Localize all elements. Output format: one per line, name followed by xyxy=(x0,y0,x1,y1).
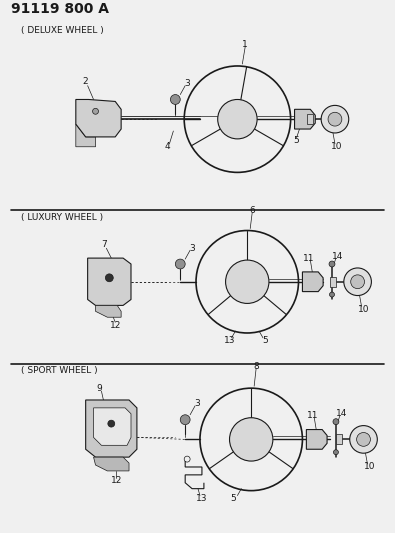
Text: 14: 14 xyxy=(332,252,344,261)
Text: 1: 1 xyxy=(243,40,248,49)
Polygon shape xyxy=(330,277,336,287)
Circle shape xyxy=(170,94,180,104)
Circle shape xyxy=(175,259,185,269)
Text: 13: 13 xyxy=(224,336,235,345)
Text: 3: 3 xyxy=(194,399,200,408)
Circle shape xyxy=(329,292,335,297)
Text: 14: 14 xyxy=(336,409,348,418)
Text: 11: 11 xyxy=(307,411,318,420)
Circle shape xyxy=(328,112,342,126)
Text: 12: 12 xyxy=(109,321,121,329)
Polygon shape xyxy=(307,430,327,449)
Text: 7: 7 xyxy=(102,240,107,249)
Circle shape xyxy=(351,275,365,289)
Text: 5: 5 xyxy=(231,494,236,503)
Polygon shape xyxy=(307,114,313,124)
Text: 91119 800 A: 91119 800 A xyxy=(11,2,109,15)
Polygon shape xyxy=(96,305,121,317)
Circle shape xyxy=(226,260,269,303)
Text: 4: 4 xyxy=(165,142,170,151)
Circle shape xyxy=(333,450,339,455)
Circle shape xyxy=(333,419,339,425)
Text: 11: 11 xyxy=(303,254,314,263)
Polygon shape xyxy=(295,109,315,129)
Text: 9: 9 xyxy=(97,384,102,393)
Circle shape xyxy=(329,261,335,267)
Polygon shape xyxy=(76,124,96,147)
Circle shape xyxy=(180,415,190,425)
Polygon shape xyxy=(76,100,121,137)
Text: 10: 10 xyxy=(331,142,343,151)
Polygon shape xyxy=(303,272,323,292)
Text: 6: 6 xyxy=(249,206,255,215)
Circle shape xyxy=(357,432,371,446)
Polygon shape xyxy=(94,457,129,471)
Circle shape xyxy=(92,108,98,114)
Circle shape xyxy=(218,100,257,139)
Circle shape xyxy=(108,420,115,427)
Text: 3: 3 xyxy=(184,79,190,88)
Text: ( LUXURY WHEEL ): ( LUXURY WHEEL ) xyxy=(21,213,103,222)
Polygon shape xyxy=(86,400,137,457)
Circle shape xyxy=(105,274,113,282)
Text: 10: 10 xyxy=(364,463,375,472)
Text: 2: 2 xyxy=(83,77,88,86)
Polygon shape xyxy=(88,258,131,305)
Polygon shape xyxy=(336,434,342,445)
Circle shape xyxy=(229,418,273,461)
Text: 10: 10 xyxy=(358,305,369,314)
Circle shape xyxy=(321,106,349,133)
Text: 5: 5 xyxy=(293,136,299,146)
Text: 12: 12 xyxy=(111,477,122,485)
Polygon shape xyxy=(94,408,131,445)
Text: 13: 13 xyxy=(196,494,208,503)
Text: 8: 8 xyxy=(253,362,259,371)
Text: ( SPORT WHEEL ): ( SPORT WHEEL ) xyxy=(21,366,97,375)
Text: 3: 3 xyxy=(189,244,195,253)
Circle shape xyxy=(350,426,377,453)
Text: ( DELUXE WHEEL ): ( DELUXE WHEEL ) xyxy=(21,26,103,35)
Circle shape xyxy=(344,268,371,295)
Text: 5: 5 xyxy=(262,336,268,345)
